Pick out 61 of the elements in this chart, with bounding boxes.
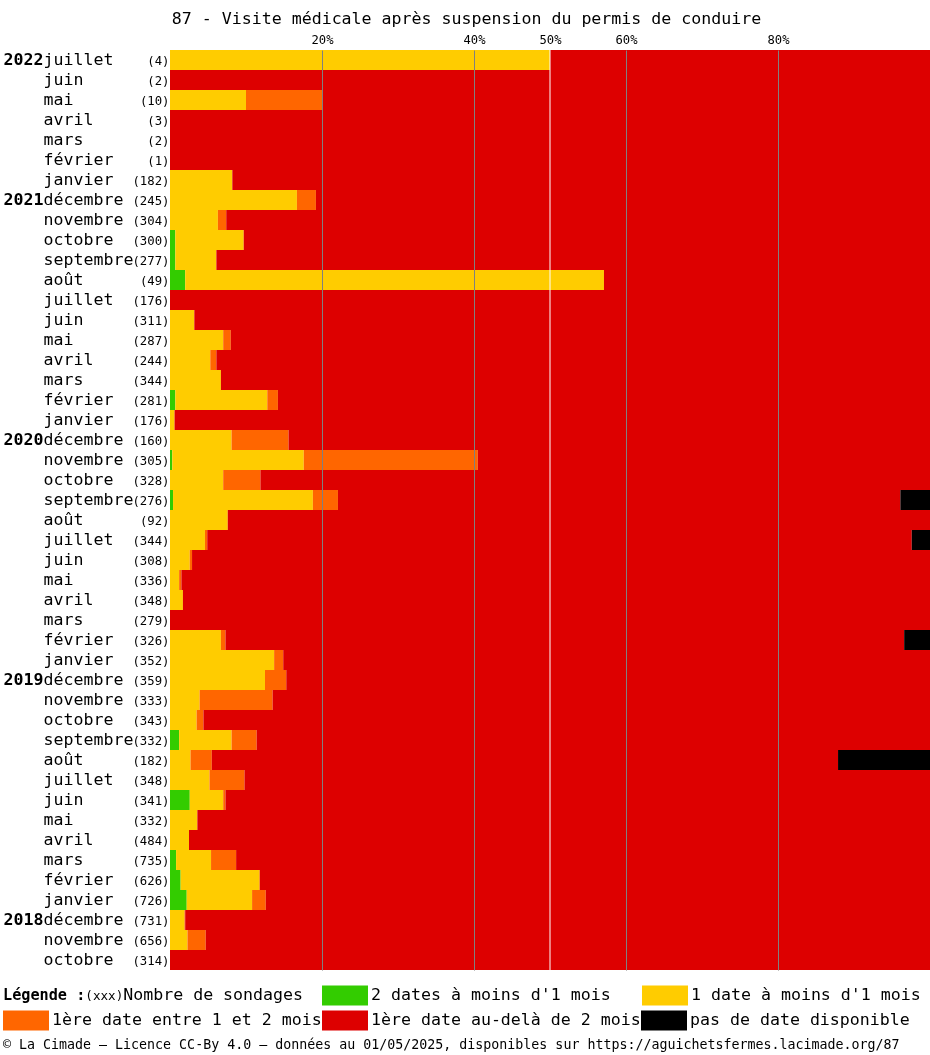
y-tick-label: 2019décembre (359) [3,670,170,689]
y-tick-label: septembre(276) [43,490,170,509]
y-tick-label: octobre (328) [43,470,170,489]
y-tick-label: octobre (343) [43,710,170,729]
legend-label: 2 dates à moins d'1 mois [371,985,611,1005]
category-label: 2022juillet (4) [3,50,170,69]
y-tick-label: 2020décembre (160) [3,430,170,449]
y-tick-label: octobre (314) [43,950,170,969]
x-tick-label: 50% [539,32,563,47]
category-label: mars (344) [43,370,170,389]
text: © La Cimade — Licence CC-By 4.0 — données au 01/05/2025, disponibles sur https://aguichetsfermes.lacimade.org/87 [3,1037,900,1053]
category-label: mars (735) [43,850,170,869]
y-tick-label: juillet (344) [43,530,170,549]
category-label: juin (2) [43,70,170,89]
category-label: août (92) [43,510,170,529]
category-label: avril (484) [43,830,170,849]
category-label: mai (336) [43,570,170,589]
x-tick-label: 80% [767,32,791,47]
y-tick-label: janvier (726) [43,890,170,909]
y-tick-label: juillet (176) [43,290,170,309]
y-tick-label: janvier (182) [43,170,170,189]
y-tick-label: novembre (304) [43,210,170,229]
y-tick-label: septembre(277) [43,250,170,269]
category-label: août (182) [43,750,170,769]
y-tick-label: juillet (348) [43,770,170,789]
y-tick-label: janvier (176) [43,410,170,429]
y-tick-label: janvier (352) [43,650,170,669]
y-tick-label: 2021décembre (245) [3,190,170,209]
category-label: juin (311) [43,310,170,329]
x-tick-label: 60% [615,32,639,47]
category-label: août (49) [43,270,170,289]
category-label: mai (10) [43,90,170,109]
text: Légende : [3,986,86,1004]
y-tick-label: février (626) [43,870,170,889]
legend-label: 1ère date au-delà de 2 mois [371,1010,641,1030]
category-label: mars (2) [43,130,170,149]
y-tick-label: 2018décembre (731) [3,910,170,929]
y-tick-label: septembre(332) [43,730,170,749]
chart-title: 87 - Visite médicale après suspension du permis de conduire [171,9,762,29]
category-label: mai (287) [43,330,170,349]
y-tick-label: novembre (333) [43,690,170,709]
x-tick-label: 40% [463,32,487,47]
category-label: mai (332) [43,810,170,829]
text: (xxx) [85,988,124,1003]
y-tick-label: novembre (305) [43,450,170,469]
category-label: avril (348) [43,590,170,609]
y-tick-label: novembre (656) [43,930,170,949]
category-label: juin (341) [43,790,170,809]
category-label: avril (244) [43,350,170,369]
y-tick-label: février (326) [43,630,170,649]
category-label: avril (3) [43,110,170,129]
legend-label: pas de date disponible [690,1010,910,1030]
x-tick-label: 20% [311,32,335,47]
y-tick-label: octobre (300) [43,230,170,249]
category-label: mars (279) [43,610,170,629]
legend-label: 1ère date entre 1 et 2 mois [52,1010,322,1030]
text: Nombre de sondages [123,985,304,1004]
y-tick-label: février (281) [43,390,170,409]
legend-label: 1 date à moins d'1 mois [691,985,921,1005]
category-label: juin (308) [43,550,170,569]
category-label: février (1) [43,150,170,169]
